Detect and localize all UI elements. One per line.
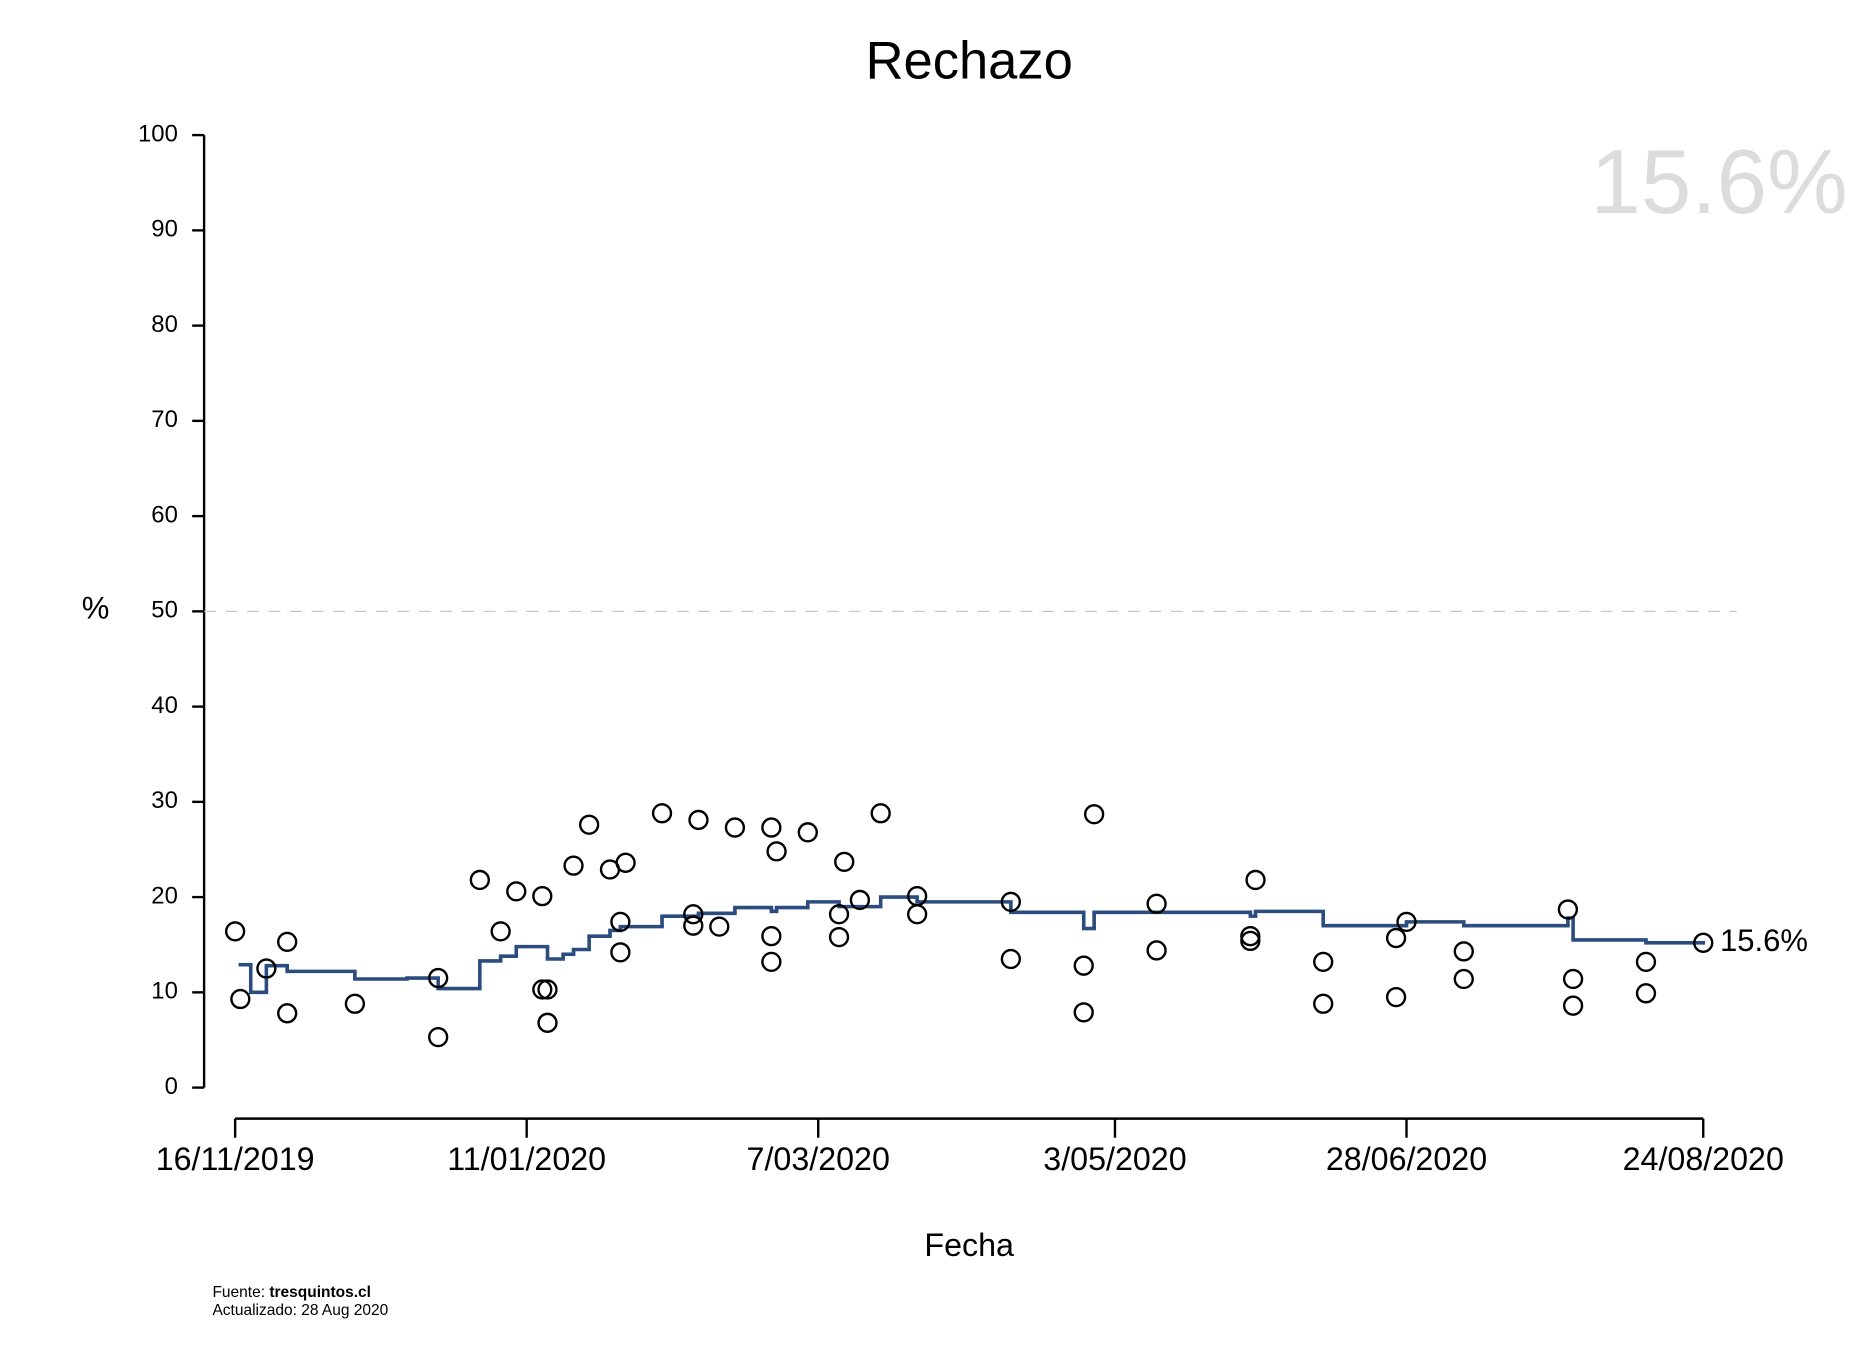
y-tick-label: 50: [151, 597, 178, 624]
poll-point: [615, 852, 636, 873]
poll-point: [761, 951, 782, 973]
poll-point: [277, 931, 298, 953]
y-tick-label: 90: [151, 216, 178, 243]
poll-point: [1562, 968, 1584, 990]
poll-point: [1385, 986, 1407, 1008]
poll-point: [1313, 993, 1334, 1014]
poll-point: [256, 958, 277, 979]
source-name: tresquintos.cl: [269, 1284, 371, 1301]
poll-point: [1385, 927, 1407, 949]
poll-point: [683, 904, 704, 925]
poll-point: [1073, 1002, 1094, 1023]
x-tick-label: 11/01/2020: [447, 1141, 606, 1177]
poll-point: [906, 904, 928, 925]
latest-label: 15.6%: [1720, 923, 1808, 958]
chart-title: Rechazo: [866, 32, 1073, 91]
x-axis-title: Fecha: [924, 1227, 1014, 1263]
poll-point: [1000, 948, 1021, 970]
poll-point: [828, 926, 850, 948]
poll-point: [1146, 940, 1167, 961]
poll-point: [610, 942, 631, 963]
x-tick-label: 16/11/2019: [156, 1141, 315, 1177]
poll-point: [506, 881, 527, 902]
y-tick-label: 60: [151, 501, 178, 528]
poll-point: [1000, 891, 1021, 913]
x-tick-label: 24/08/2020: [1623, 1141, 1784, 1177]
source-prefix: Fuente:: [212, 1284, 265, 1301]
y-tick-label: 20: [151, 882, 178, 909]
trend-riser: [248, 897, 1648, 993]
y-tick-label: 100: [138, 120, 178, 147]
poll-point: [1635, 983, 1657, 1004]
poll-point: [1396, 911, 1417, 933]
poll-point: [344, 993, 366, 1014]
poll-point: [610, 911, 631, 933]
y-tick-label: 70: [151, 406, 178, 433]
poll-point: [579, 814, 600, 835]
poll-point: [1240, 930, 1261, 952]
poll-point: [428, 1026, 449, 1048]
source-note: Fuente: tresquintos.cl: [212, 1284, 371, 1301]
poll-point: [1453, 968, 1474, 990]
x-tick-label: 7/03/2020: [747, 1141, 890, 1177]
poll-point: [849, 889, 871, 911]
updated-note: Actualizado: 28 Aug 2020: [212, 1302, 388, 1319]
x-tick-label: 3/05/2020: [1043, 1141, 1186, 1177]
poll-point: [683, 915, 704, 936]
y-axis-title: %: [82, 590, 110, 625]
y-tick-label: 10: [151, 978, 178, 1005]
poll-point: [469, 869, 490, 891]
poll-point: [277, 1003, 298, 1024]
poll-point: [651, 803, 673, 824]
poll-point: [1557, 899, 1579, 920]
x-tick-label: 28/06/2020: [1326, 1141, 1487, 1177]
poll-point: [428, 967, 449, 989]
y-tick-label: 0: [165, 1073, 178, 1100]
y-tick-label: 80: [151, 311, 178, 338]
poll-point: [1245, 869, 1266, 891]
poll-point: [532, 979, 553, 1000]
poll-point: [828, 904, 850, 925]
poll-point: [224, 921, 246, 942]
poll-point: [761, 817, 782, 838]
poll-point: [797, 822, 818, 843]
poll-point: [532, 885, 553, 907]
poll-point: [1146, 893, 1167, 914]
poll-point: [834, 851, 855, 873]
poll-point: [870, 803, 891, 824]
poll-point: [563, 855, 584, 876]
poll-point: [230, 988, 251, 1010]
poll-point: [1083, 804, 1105, 825]
poll-point: [688, 809, 709, 831]
poll-point: [1073, 955, 1094, 976]
poll-point: [1453, 941, 1474, 962]
poll-point: [761, 926, 782, 947]
y-tick-label: 30: [151, 787, 178, 814]
poll-point: [1693, 932, 1714, 953]
poll-point: [709, 916, 730, 937]
poll-point: [1562, 995, 1584, 1016]
poll-point: [537, 979, 558, 1000]
poll-point: [1313, 951, 1334, 973]
poll-point: [724, 817, 746, 838]
poll-point: [766, 841, 787, 862]
poll-point: [537, 1012, 558, 1033]
poll-point: [490, 921, 511, 942]
poll-point: [1635, 951, 1657, 973]
y-tick-label: 40: [151, 692, 178, 719]
latest-watermark: 15.6%: [1590, 132, 1847, 233]
